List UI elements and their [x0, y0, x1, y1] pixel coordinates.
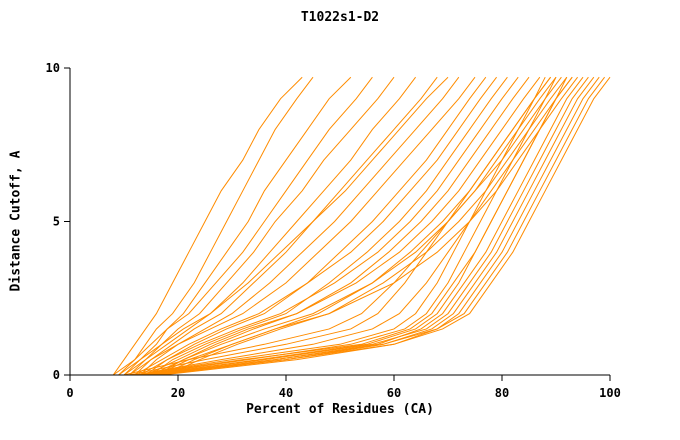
- x-tick-label: 20: [171, 386, 185, 400]
- y-tick-label: 5: [53, 215, 60, 229]
- curve-line: [150, 76, 584, 376]
- curve-line: [150, 76, 611, 376]
- x-tick-label: 100: [599, 386, 621, 400]
- x-tick-label: 60: [387, 386, 401, 400]
- curve-line: [123, 76, 416, 376]
- curve-line: [134, 76, 497, 376]
- curve-line: [123, 76, 352, 376]
- x-tick-label: 40: [279, 386, 293, 400]
- curve-line: [140, 76, 589, 376]
- curve-line: [161, 76, 605, 376]
- curve-line: [134, 76, 573, 376]
- curve-line: [112, 76, 303, 376]
- curve-line: [145, 76, 568, 376]
- y-tick-label: 10: [46, 61, 60, 75]
- y-tick-label: 0: [53, 368, 60, 382]
- curve-line: [156, 76, 595, 376]
- chart-title: T1022s1-D2: [300, 10, 380, 25]
- curve-line: [129, 76, 476, 376]
- x-tick-label: 0: [66, 386, 73, 400]
- curve-line: [118, 76, 314, 376]
- curve-line: [150, 76, 557, 376]
- curve-line: [134, 76, 573, 376]
- curve-line: [123, 76, 562, 376]
- curve-line: [156, 76, 530, 376]
- curve-line: [139, 76, 519, 376]
- curve-line: [129, 76, 551, 376]
- curve-line: [118, 76, 449, 376]
- curve-line: [145, 76, 487, 376]
- curve-line: [145, 76, 600, 376]
- curve-line: [112, 76, 373, 376]
- curve-line: [140, 76, 557, 376]
- curve-line: [150, 76, 508, 376]
- curve-line: [145, 76, 541, 376]
- x-tick-label: 80: [495, 386, 509, 400]
- curve-line: [161, 76, 551, 376]
- x-axis-label: Percent of Residues (CA): [246, 402, 434, 417]
- curve-line: [134, 76, 546, 376]
- curve-line: [134, 76, 438, 376]
